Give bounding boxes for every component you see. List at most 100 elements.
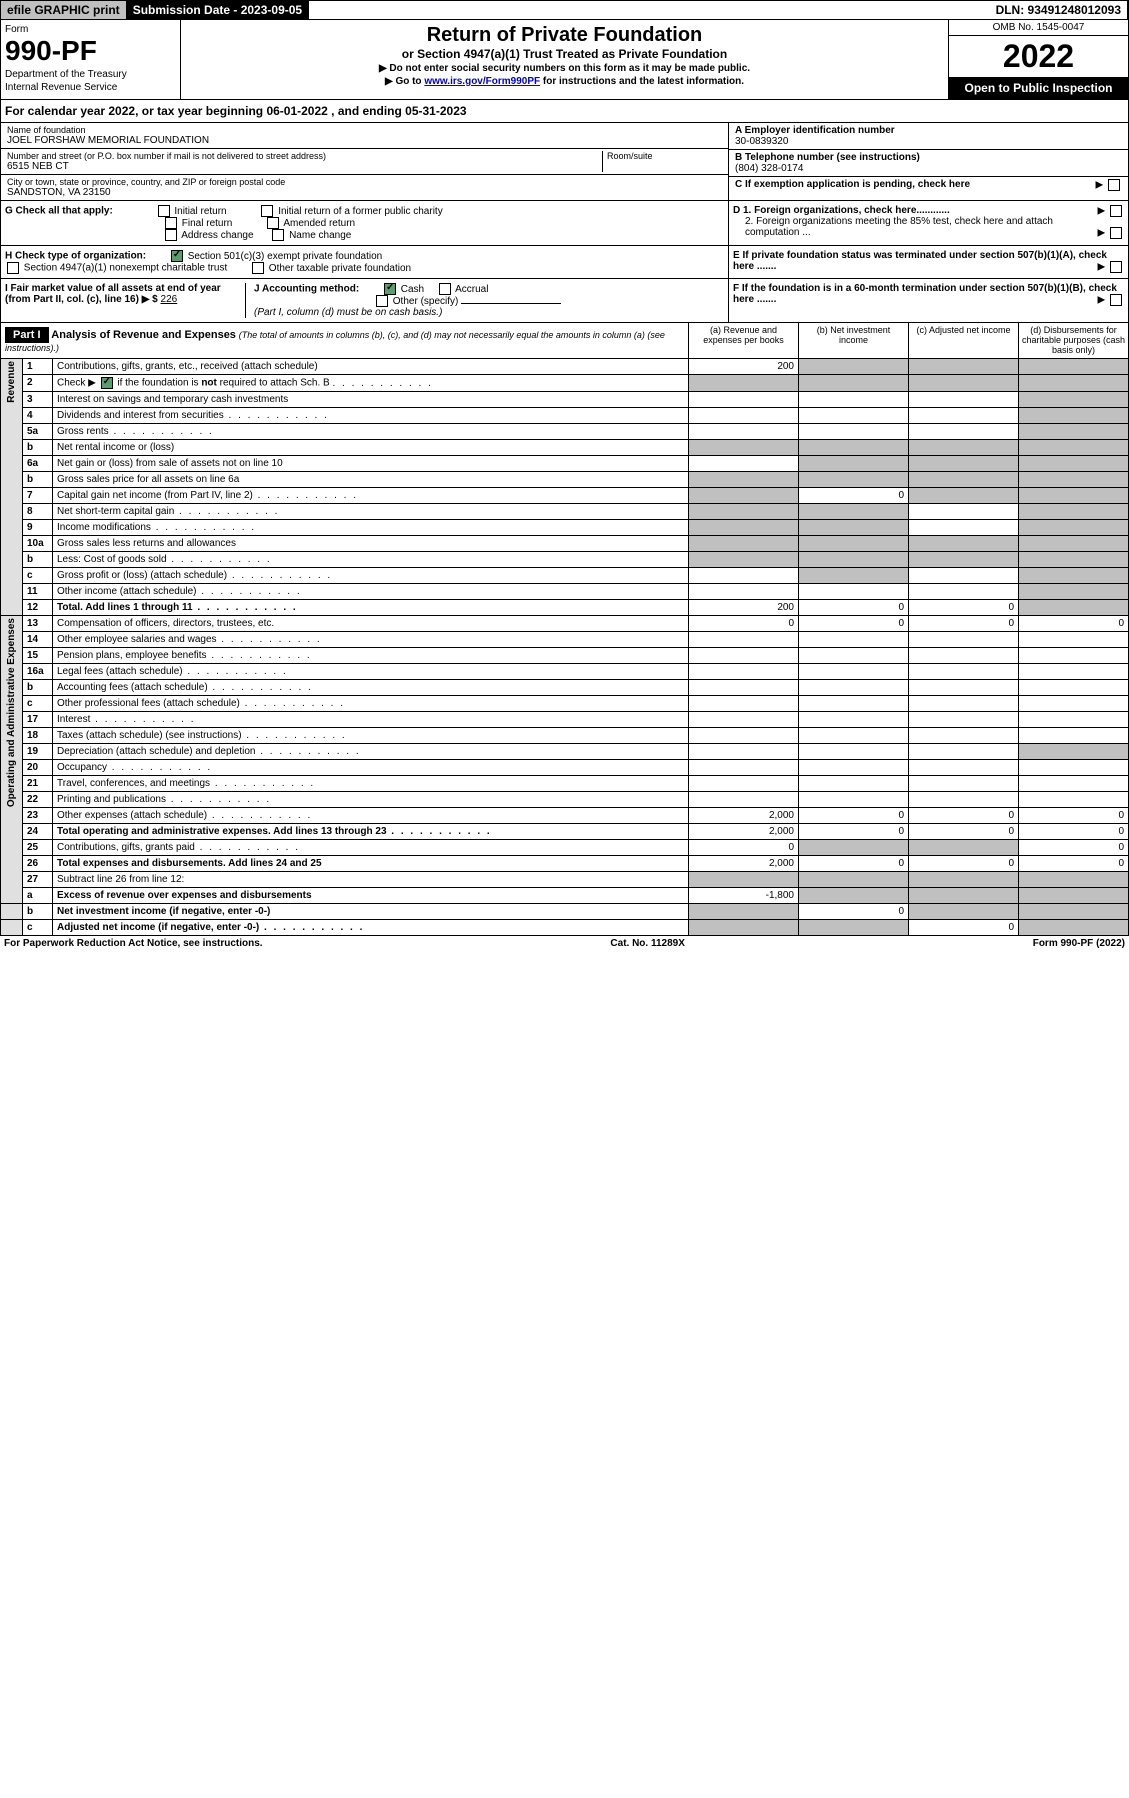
line15-desc: Pension plans, employee benefits: [53, 648, 689, 664]
j-cash: Cash: [401, 284, 424, 295]
form-number: 990-PF: [5, 35, 176, 67]
j-other-checkbox[interactable]: [376, 295, 388, 307]
form-header: Form 990-PF Department of the Treasury I…: [0, 20, 1129, 100]
f-label: F If the foundation is in a 60-month ter…: [733, 283, 1117, 305]
line27c-c: 0: [909, 920, 1019, 936]
line25-d: 0: [1019, 840, 1129, 856]
g-initial-former-checkbox[interactable]: [261, 205, 273, 217]
footer-paperwork: For Paperwork Reduction Act Notice, see …: [4, 938, 263, 949]
g-initial: Initial return: [174, 206, 226, 217]
line10c-desc: Gross profit or (loss) (attach schedule): [53, 568, 689, 584]
e-checkbox[interactable]: [1110, 261, 1122, 273]
section-h: H Check type of organization: Section 50…: [0, 246, 1129, 279]
line27b-b: 0: [799, 904, 909, 920]
g-initial-checkbox[interactable]: [158, 205, 170, 217]
efile-print-button[interactable]: efile GRAPHIC print: [1, 1, 127, 19]
revenue-label: Revenue: [6, 361, 17, 403]
submission-date-label: Submission Date - 2023-09-05: [127, 1, 309, 19]
line12-c: 0: [909, 600, 1019, 616]
line16b-desc: Accounting fees (attach schedule): [53, 680, 689, 696]
line26-desc: Total expenses and disbursements. Add li…: [53, 856, 689, 872]
line7-desc: Capital gain net income (from Part IV, l…: [53, 488, 689, 504]
line5a-desc: Gross rents: [53, 424, 689, 440]
line16a-desc: Legal fees (attach schedule): [53, 664, 689, 680]
g-address-checkbox[interactable]: [165, 229, 177, 241]
line25-a: 0: [689, 840, 799, 856]
part1-title: Analysis of Revenue and Expenses: [51, 329, 236, 341]
g-final-checkbox[interactable]: [165, 217, 177, 229]
page-footer: For Paperwork Reduction Act Notice, see …: [0, 936, 1129, 951]
line7-b: 0: [799, 488, 909, 504]
line13-b: 0: [799, 616, 909, 632]
line12-b: 0: [799, 600, 909, 616]
dln-label: DLN: 93491248012093: [990, 1, 1128, 19]
foundation-name: JOEL FORSHAW MEMORIAL FOUNDATION: [7, 135, 722, 146]
part1-table: Revenue 1Contributions, gifts, grants, e…: [0, 359, 1129, 936]
line26-d: 0: [1019, 856, 1129, 872]
line24-d: 0: [1019, 824, 1129, 840]
line23-c: 0: [909, 808, 1019, 824]
line26-a: 2,000: [689, 856, 799, 872]
d1-checkbox[interactable]: [1110, 205, 1122, 217]
c-checkbox[interactable]: [1108, 179, 1120, 191]
line27c-desc: Adjusted net income (if negative, enter …: [53, 920, 689, 936]
h-4947-checkbox[interactable]: [7, 262, 19, 274]
line2-desc: Check ▶ if the foundation is not require…: [53, 375, 689, 392]
h-label: H Check type of organization:: [5, 251, 146, 262]
g-name: Name change: [289, 230, 351, 241]
footer-catno: Cat. No. 11289X: [610, 938, 684, 949]
address-label: Number and street (or P.O. box number if…: [7, 151, 602, 161]
line1-desc: Contributions, gifts, grants, etc., rece…: [53, 359, 689, 375]
line27a-desc: Excess of revenue over expenses and disb…: [53, 888, 689, 904]
ein-value: 30-0839320: [735, 136, 1122, 147]
g-amended-checkbox[interactable]: [267, 217, 279, 229]
line19-desc: Depreciation (attach schedule) and deple…: [53, 744, 689, 760]
col-b-header: (b) Net investment income: [798, 323, 908, 358]
tax-year: 2022: [949, 36, 1128, 77]
line6b-desc: Gross sales price for all assets on line…: [53, 472, 689, 488]
j-cash-checkbox[interactable]: [384, 283, 396, 295]
section-ij: I Fair market value of all assets at end…: [0, 279, 1129, 323]
g-name-checkbox[interactable]: [272, 229, 284, 241]
h-other: Other taxable private foundation: [269, 263, 411, 274]
line2-checkbox[interactable]: [101, 377, 113, 389]
footer-form: Form 990-PF (2022): [1033, 938, 1125, 949]
line9-desc: Income modifications: [53, 520, 689, 536]
d2-label: 2. Foreign organizations meeting the 85%…: [745, 216, 1053, 238]
h-501c3-checkbox[interactable]: [171, 250, 183, 262]
instr-ssn: ▶ Do not enter social security numbers o…: [185, 63, 944, 74]
line8-desc: Net short-term capital gain: [53, 504, 689, 520]
city-state-zip: SANDSTON, VA 23150: [7, 187, 722, 198]
j-label: J Accounting method:: [254, 284, 359, 295]
entity-info: Name of foundation JOEL FORSHAW MEMORIAL…: [0, 123, 1129, 201]
i-value: 226: [161, 294, 178, 305]
line27b-desc: Net investment income (if negative, ente…: [53, 904, 689, 920]
line4-desc: Dividends and interest from securities: [53, 408, 689, 424]
j-other: Other (specify): [393, 296, 459, 307]
line17-desc: Interest: [53, 712, 689, 728]
line23-b: 0: [799, 808, 909, 824]
line23-a: 2,000: [689, 808, 799, 824]
top-bar: efile GRAPHIC print Submission Date - 20…: [0, 0, 1129, 20]
foundation-name-label: Name of foundation: [7, 125, 722, 135]
line3-desc: Interest on savings and temporary cash i…: [53, 392, 689, 408]
form-label: Form: [5, 24, 176, 35]
line23-d: 0: [1019, 808, 1129, 824]
d2-checkbox[interactable]: [1110, 227, 1122, 239]
j-accrual-checkbox[interactable]: [439, 283, 451, 295]
section-g: G Check all that apply: Initial return I…: [0, 201, 1129, 246]
h-other-checkbox[interactable]: [252, 262, 264, 274]
f-checkbox[interactable]: [1110, 294, 1122, 306]
col-c-header: (c) Adjusted net income: [908, 323, 1018, 358]
line26-c: 0: [909, 856, 1019, 872]
address: 6515 NEB CT: [7, 161, 602, 172]
line12-desc: Total. Add lines 1 through 11: [53, 600, 689, 616]
irs-link[interactable]: www.irs.gov/Form990PF: [424, 76, 540, 87]
c-label: C If exemption application is pending, c…: [735, 179, 970, 190]
line13-c: 0: [909, 616, 1019, 632]
phone-value: (804) 328-0174: [735, 163, 1122, 174]
dept-treasury: Department of the Treasury: [5, 69, 176, 80]
ein-label: A Employer identification number: [735, 125, 1122, 136]
line23-desc: Other expenses (attach schedule): [53, 808, 689, 824]
line12-a: 200: [689, 600, 799, 616]
